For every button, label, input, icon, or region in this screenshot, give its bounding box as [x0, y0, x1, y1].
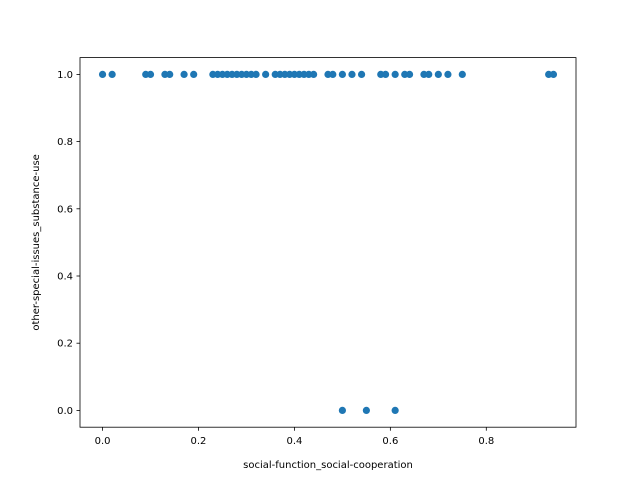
y-tick-label: 0.2: [57, 339, 73, 350]
y-tick-label: 1.0: [57, 70, 73, 81]
data-point: [405, 70, 414, 78]
data-point: [98, 70, 107, 78]
data-point: [444, 70, 452, 78]
x-axis-ticks: 0.0 0.2 0.4 0.6 0.8: [95, 427, 494, 447]
data-point: [190, 70, 198, 78]
data-point: [381, 70, 390, 78]
data-point: [362, 406, 370, 414]
data-point: [146, 70, 155, 78]
data-point: [108, 70, 116, 78]
data-point: [338, 406, 346, 414]
data-point: [348, 70, 356, 78]
data-point: [458, 70, 466, 78]
y-axis-label: other-special-issues_substance-use: [31, 154, 42, 330]
x-axis-label: social-function_social-cooperation: [243, 460, 413, 471]
y-tick-label: 0.8: [57, 137, 73, 148]
data-point: [425, 70, 433, 78]
data-point: [391, 406, 399, 414]
x-tick-label: 0.6: [382, 436, 398, 447]
x-tick-label: 0.2: [191, 436, 207, 447]
data-point: [329, 70, 337, 78]
data-point: [180, 70, 188, 78]
x-tick-label: 0.0: [95, 436, 111, 447]
data-points: [98, 70, 558, 414]
data-point: [357, 70, 366, 78]
data-point: [166, 70, 174, 78]
data-point: [338, 70, 346, 78]
data-point: [252, 70, 260, 78]
y-axis-ticks: 0.0 0.2 0.4 0.6 0.8 1.0: [57, 70, 80, 417]
y-tick-label: 0.0: [57, 406, 73, 417]
data-point: [549, 70, 558, 78]
data-point: [391, 70, 399, 78]
data-point: [434, 70, 442, 78]
y-tick-label: 0.6: [57, 204, 73, 215]
x-tick-label: 0.4: [286, 436, 302, 447]
y-tick-label: 0.4: [57, 272, 73, 283]
data-point: [262, 70, 270, 78]
plot-frame: [79, 57, 577, 428]
x-tick-label: 0.8: [478, 436, 494, 447]
data-point: [310, 70, 318, 78]
